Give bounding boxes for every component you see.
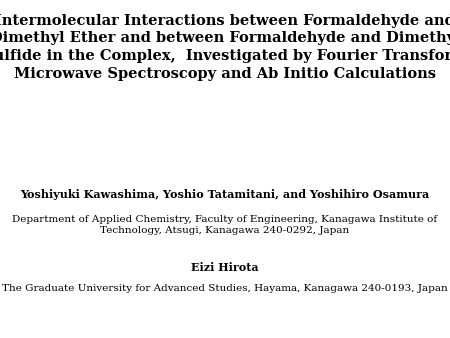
Text: Eizi Hirota: Eizi Hirota xyxy=(191,262,259,273)
Text: The Graduate University for Advanced Studies, Hayama, Kanagawa 240-0193, Japan: The Graduate University for Advanced Stu… xyxy=(2,284,448,293)
Text: Intermolecular Interactions between Formaldehyde and
Dimethyl Ether and between : Intermolecular Interactions between Form… xyxy=(0,14,450,81)
Text: Department of Applied Chemistry, Faculty of Engineering, Kanagawa Institute of
T: Department of Applied Chemistry, Faculty… xyxy=(13,215,437,235)
Text: Yoshiyuki Kawashima, Yoshio Tatamitani, and Yoshihiro Osamura: Yoshiyuki Kawashima, Yoshio Tatamitani, … xyxy=(20,189,430,200)
